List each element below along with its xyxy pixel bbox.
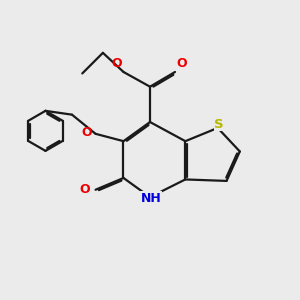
Text: O: O [81, 126, 92, 139]
Text: O: O [111, 58, 122, 70]
Text: O: O [80, 183, 90, 196]
Text: O: O [176, 58, 187, 70]
Text: S: S [214, 118, 224, 131]
Text: NH: NH [141, 192, 162, 205]
